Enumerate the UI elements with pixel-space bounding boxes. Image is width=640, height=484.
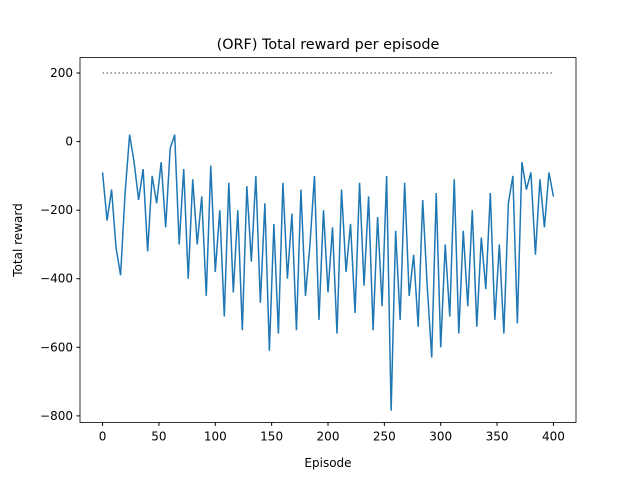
x-tick-label: 0 bbox=[99, 429, 107, 443]
x-tick-label: 250 bbox=[373, 429, 396, 443]
y-tick-label: −600 bbox=[40, 340, 73, 354]
y-tick-label: −200 bbox=[40, 203, 73, 217]
chart-title: (ORF) Total reward per episode bbox=[217, 37, 440, 53]
x-axis-label: Episode bbox=[304, 456, 351, 470]
y-tick-label: −400 bbox=[40, 272, 73, 286]
y-tick-label: 0 bbox=[65, 135, 73, 149]
x-tick-label: 200 bbox=[317, 429, 340, 443]
x-tick-label: 400 bbox=[542, 429, 565, 443]
plot-frame bbox=[79, 57, 577, 423]
x-tick-label: 350 bbox=[486, 429, 509, 443]
x-tick-label: 150 bbox=[260, 429, 283, 443]
x-tick-label: 100 bbox=[204, 429, 227, 443]
y-tick-label: 200 bbox=[50, 66, 73, 80]
x-tick-label: 50 bbox=[151, 429, 166, 443]
data-line bbox=[101, 134, 555, 411]
y-tick-label: −800 bbox=[40, 409, 73, 423]
x-tick-label: 300 bbox=[429, 429, 452, 443]
y-axis-label: Total reward bbox=[11, 203, 25, 277]
